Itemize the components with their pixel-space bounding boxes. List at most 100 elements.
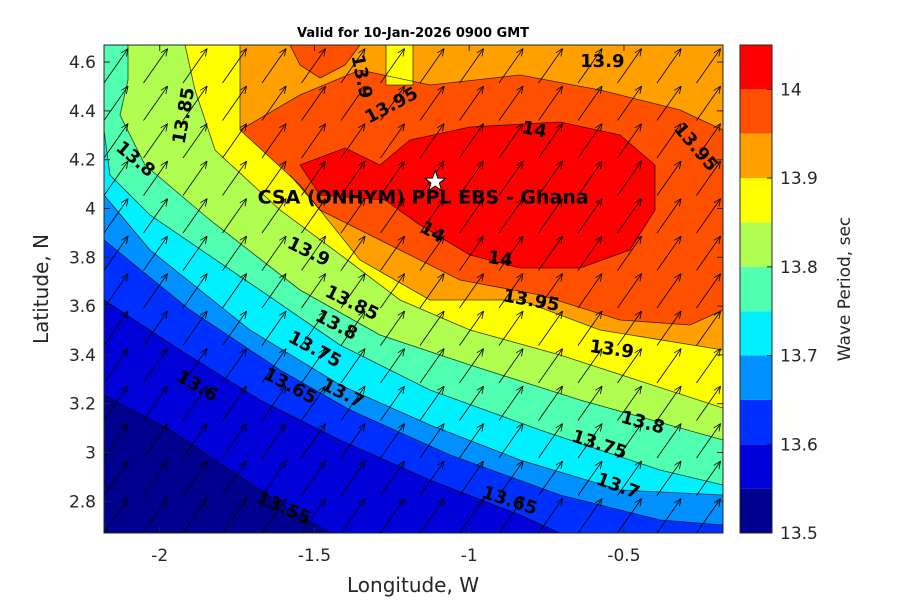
vector-arrow <box>696 160 721 196</box>
vector-arrow <box>182 385 208 421</box>
vector-arrow <box>340 273 366 309</box>
vector-arrow <box>222 498 247 533</box>
vector-arrow <box>577 348 603 384</box>
vector-arrow <box>696 385 721 421</box>
vector-arrow <box>696 198 721 234</box>
vector-arrow <box>104 160 129 196</box>
vector-arrow <box>340 385 366 421</box>
vector-arrow <box>617 45 619 46</box>
vector-arrow <box>498 498 524 533</box>
vector-arrow <box>182 310 208 346</box>
colorbar-segment <box>740 178 772 223</box>
vector-arrow <box>340 48 366 84</box>
vector-arrow <box>696 460 721 496</box>
vector-arrow <box>261 385 287 421</box>
vector-arrow <box>380 460 405 496</box>
vector-arrow <box>577 460 603 496</box>
vector-arrow <box>301 348 326 384</box>
vector-arrow <box>182 198 208 234</box>
y-axis-label: Latitude, N <box>29 234 53 344</box>
vector-arrow <box>459 85 484 121</box>
chart-title: Valid for 10-Jan-2026 0900 GMT <box>297 26 529 41</box>
vector-arrow <box>459 498 484 533</box>
vector-arrow <box>577 48 603 84</box>
vector-arrow <box>459 273 484 309</box>
vector-arrow <box>696 45 698 46</box>
vector-arrow <box>380 85 405 121</box>
vector-arrow <box>577 385 603 421</box>
vector-arrow <box>182 160 208 196</box>
vector-arrow <box>538 48 563 84</box>
colorbar-segment <box>740 45 772 90</box>
vector-arrow <box>143 423 168 459</box>
vector-arrow <box>222 460 247 496</box>
vector-arrow <box>656 235 682 271</box>
vector-arrow <box>143 45 145 46</box>
vector-arrow <box>419 273 445 309</box>
vector-arrow <box>419 198 445 234</box>
vector-arrow <box>419 498 445 533</box>
vector-arrow <box>419 348 445 384</box>
colorbar-segment <box>740 133 772 179</box>
band-13.85-13.9-notch <box>386 45 413 85</box>
colorbar-tick-label: 13.8 <box>780 258 818 278</box>
vector-arrow <box>656 498 682 533</box>
colorbar-segment <box>740 222 772 267</box>
vector-arrow <box>301 48 326 84</box>
vector-arrow <box>498 385 524 421</box>
vector-arrow <box>301 460 326 496</box>
vector-arrow <box>261 273 287 309</box>
vector-arrow <box>538 423 563 459</box>
colorbar: 13.5 13.6 13.7 13.8 13.9 14 <box>739 44 818 544</box>
vector-arrow <box>459 460 484 496</box>
vector-arrow <box>498 85 524 121</box>
vector-arrow <box>656 423 682 459</box>
vector-arrow <box>380 310 405 346</box>
vector-arrow <box>656 198 682 234</box>
contour-label: 14 <box>520 117 549 143</box>
vector-arrow <box>498 423 524 459</box>
vector-arrow <box>182 48 208 84</box>
vector-arrow <box>143 160 168 196</box>
vector-arrow <box>538 45 540 46</box>
vector-arrow <box>656 348 682 384</box>
vector-arrow <box>182 273 208 309</box>
axes-frame <box>103 44 724 534</box>
x-axis-label: Longitude, W <box>347 573 479 597</box>
vector-arrow <box>143 310 168 346</box>
vector-arrow <box>459 310 484 346</box>
vector-arrow <box>340 235 366 271</box>
x-tick-label: -1.5 <box>298 546 331 566</box>
vector-arrow <box>301 310 326 346</box>
vector-arrow <box>222 123 247 159</box>
vector-arrow <box>419 310 445 346</box>
y-tick-label: 3.6 <box>69 297 96 317</box>
vector-arrow <box>104 45 105 46</box>
vector-arrow <box>617 348 642 384</box>
vector-arrow <box>340 348 366 384</box>
vector-arrow <box>656 273 682 309</box>
vector-arrow <box>538 123 563 159</box>
vector-arrow <box>261 48 287 84</box>
vector-arrow <box>617 273 642 309</box>
vector-arrow <box>261 423 287 459</box>
vector-arrow <box>380 348 405 384</box>
vector-arrow <box>459 160 484 196</box>
vector-arrow <box>104 348 129 384</box>
vector-arrow <box>656 460 682 496</box>
vector-arrow <box>143 273 168 309</box>
colorbar-label: Wave Period, sec <box>835 217 855 362</box>
vector-arrow <box>498 123 524 159</box>
vector-arrow <box>419 235 445 271</box>
vector-arrow <box>459 235 484 271</box>
vector-arrow <box>577 45 579 46</box>
vector-arrow <box>182 235 208 271</box>
vector-arrow <box>261 85 287 121</box>
vector-arrow <box>617 235 642 271</box>
vector-arrow <box>577 498 603 533</box>
band-13.5-13.55 <box>104 395 330 533</box>
vector-arrow <box>301 198 326 234</box>
vector-arrow <box>301 273 326 309</box>
vector-arrow <box>143 348 168 384</box>
vector-arrow <box>143 198 168 234</box>
